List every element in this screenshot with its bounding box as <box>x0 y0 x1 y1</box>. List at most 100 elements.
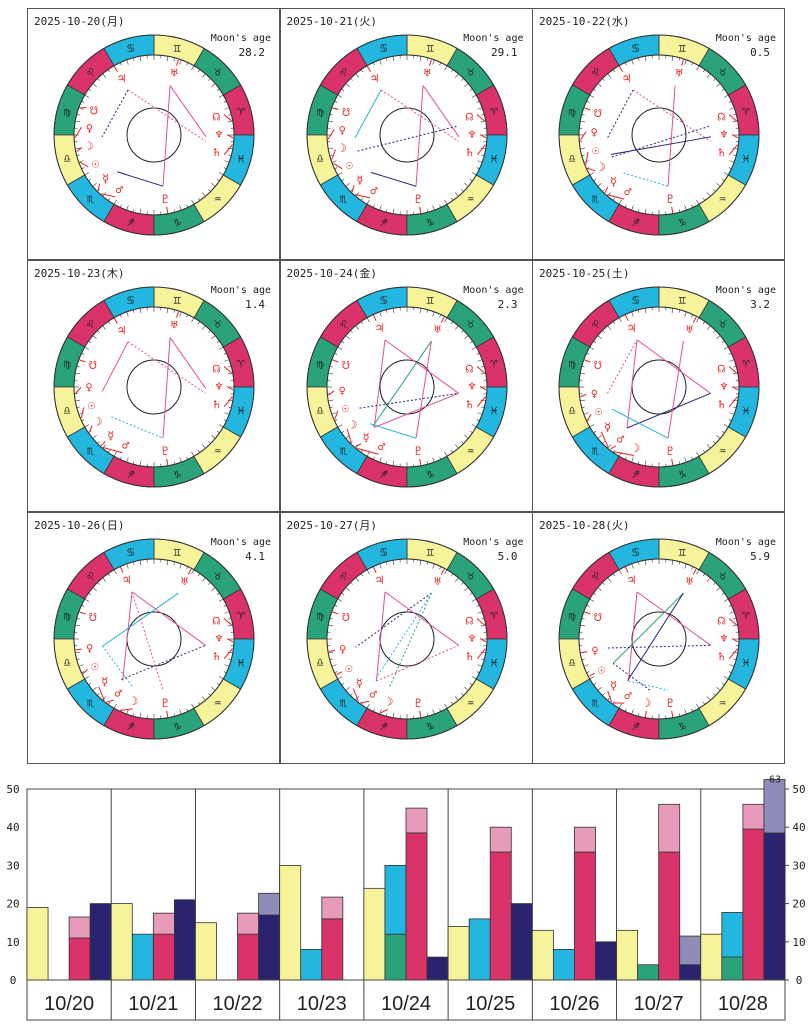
planet-tick <box>613 451 634 457</box>
neptune-icon: ♆ <box>468 128 475 142</box>
mercury-icon: ☿ <box>362 431 369 445</box>
planet-tick <box>79 359 86 363</box>
zodiac-sign-icon: ♊ <box>174 41 182 55</box>
degree-tick <box>618 569 622 575</box>
degree-tick <box>75 399 81 402</box>
degree-tick <box>173 461 175 465</box>
degree-tick <box>201 192 206 197</box>
zodiac-sign-icon: ♎ <box>316 655 323 669</box>
degree-tick <box>392 56 394 62</box>
planet-tick <box>82 669 89 675</box>
planet-tick <box>728 396 738 408</box>
degree-tick <box>691 204 694 208</box>
moon-icon: ☽ <box>633 441 640 455</box>
degree-tick <box>88 178 92 182</box>
zodiac-sign-icon: ♉ <box>467 64 474 78</box>
sun-icon: ☉ <box>345 661 352 675</box>
zodiac-sign-icon: ♊ <box>426 545 434 559</box>
degree-tick <box>385 309 387 313</box>
zodiac-sign-icon: ♑ <box>678 215 686 229</box>
bar-red-top <box>237 912 260 935</box>
planet-tick <box>103 447 123 454</box>
outer-ring <box>53 34 255 236</box>
degree-tick <box>644 56 647 62</box>
bar-yellow <box>195 922 217 981</box>
jupiter-icon: ♃ <box>370 72 377 86</box>
neptune-icon: ♆ <box>215 380 222 394</box>
y-tick-label-right: 50 <box>792 783 805 796</box>
moon-icon: ☽ <box>86 139 93 153</box>
planet-tick <box>476 618 485 626</box>
aspect-line <box>374 592 432 681</box>
degree-tick <box>197 573 201 577</box>
degree-tick <box>340 178 344 182</box>
zodiac-wheel: ♈ ♉ ♊ ♋ ♌ ♍ ♎ ♏ ♐ ♑ ♒ ♓ ☉ ☽ ☿ ♀ ♂ ♃ ♄ ♅ ♆ ♇ ☊ ☋ <box>53 34 255 236</box>
horoscope-panel: ♈ ♉ ♊ ♋ ♌ ♍ ♎ ♏ ♐ ♑ ♒ ♓ ☉ ☽ ☿ ♀ ♂ ♃ ♄ ♅ ♆ ♇ ☊ ☋ 2025-10-28(火) Moo… <box>532 512 785 764</box>
degree-tick <box>378 311 382 317</box>
degree-tick <box>450 573 453 577</box>
horoscope-panel: ♈ ♉ ♊ ♋ ♌ ♍ ♎ ♏ ♐ ♑ ♒ ♓ ☉ ☽ ☿ ♀ ♂ ♃ ♄ ♅ ♆ ♇ ☊ ☋ 2025-10-25(土) Moo… <box>532 260 785 512</box>
planet-tick <box>584 107 591 111</box>
planet-tick <box>354 443 361 448</box>
degree-tick <box>75 147 81 150</box>
degree-tick <box>728 671 732 674</box>
degree-tick <box>81 167 85 170</box>
degree-tick <box>431 563 435 569</box>
zodiac-sign-icon: ♑ <box>173 719 181 733</box>
degree-tick <box>480 618 484 620</box>
bar-red-top <box>68 916 91 939</box>
planet-tick <box>728 648 738 660</box>
degree-tick <box>684 563 687 569</box>
outer-ring <box>53 286 255 488</box>
degree-tick <box>716 335 721 340</box>
aspect-line <box>380 89 459 142</box>
planet-tick <box>176 311 179 318</box>
aspect-line <box>127 341 206 394</box>
zodiac-sign-icon: ♑ <box>678 719 686 733</box>
zodiac-sign-icon: ♌ <box>339 64 346 78</box>
degree-tick <box>88 592 92 596</box>
degree-tick <box>197 197 201 201</box>
mars-icon: ♂ <box>116 183 123 197</box>
degree-tick <box>75 624 81 627</box>
degree-tick <box>624 708 627 712</box>
degree-tick <box>607 192 612 197</box>
degree-tick <box>480 624 486 627</box>
degree-tick <box>97 582 100 585</box>
snode-icon: ☋ <box>342 105 350 119</box>
chart-date: 2025-10-20(月) <box>34 15 125 28</box>
degree-tick <box>228 406 232 408</box>
degree-tick <box>227 147 233 150</box>
inner-ring <box>73 306 235 468</box>
degree-tick <box>133 309 135 313</box>
degree-tick <box>366 199 370 205</box>
bar-green <box>637 964 660 981</box>
degree-tick <box>211 686 216 691</box>
degree-tick <box>92 83 97 88</box>
degree-tick <box>476 160 482 163</box>
degree-tick <box>107 69 111 73</box>
degree-tick <box>327 624 333 627</box>
saturn-icon: ♄ <box>718 398 725 412</box>
x-tick-label: 10/20 <box>44 993 94 1015</box>
planet-tick <box>671 206 674 213</box>
degree-tick <box>419 56 421 62</box>
planet-tick <box>581 651 588 654</box>
degree-tick <box>228 154 232 156</box>
mars-icon: ♂ <box>370 184 377 198</box>
bar-navy-top <box>679 935 702 966</box>
mercury-icon: ☿ <box>355 676 362 690</box>
degree-tick <box>218 172 224 176</box>
degree-tick <box>586 604 590 607</box>
zodiac-sign-icon: ♊ <box>174 545 182 559</box>
planet-tick <box>98 686 105 701</box>
degree-tick <box>76 154 80 156</box>
planet-tick <box>579 131 587 141</box>
aspect-line <box>162 85 171 187</box>
degree-tick <box>733 154 737 156</box>
moon-age-label: Moon's age <box>715 33 776 44</box>
zodiac-sign-icon: ♒ <box>467 444 474 458</box>
jupiter-icon: ♃ <box>628 573 635 587</box>
bar-red <box>152 933 175 981</box>
degree-tick <box>702 573 706 577</box>
